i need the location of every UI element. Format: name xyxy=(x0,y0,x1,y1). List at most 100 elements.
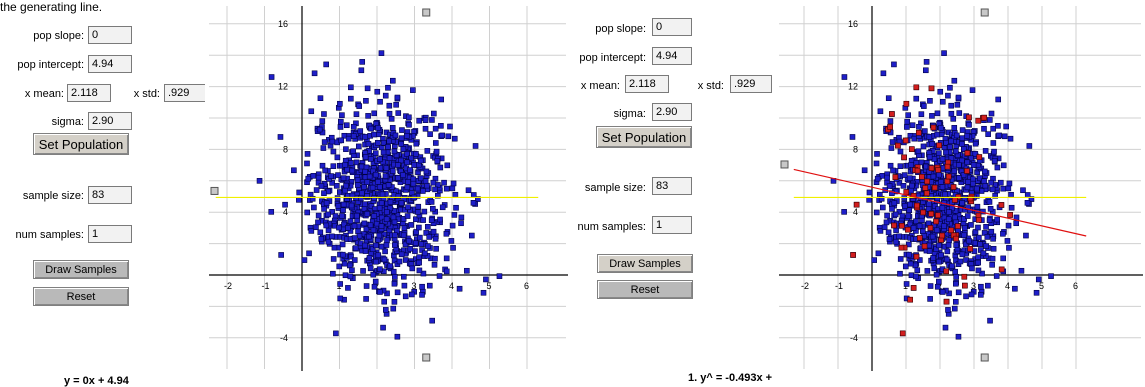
sample-point xyxy=(899,222,905,229)
population-point xyxy=(849,134,856,140)
num-samples-input[interactable] xyxy=(88,225,132,243)
population-point xyxy=(409,291,415,298)
x-std-input[interactable] xyxy=(164,84,206,102)
population-point xyxy=(886,236,893,242)
draw-samples-button[interactable]: Draw Samples xyxy=(33,260,129,279)
population-point xyxy=(358,195,364,202)
population-point xyxy=(334,195,341,201)
sigma-label: sigma: xyxy=(51,116,84,128)
population-point xyxy=(966,237,972,244)
bottom-drag-handle xyxy=(422,353,431,362)
pop-intercept-input[interactable] xyxy=(652,47,692,65)
sigma-input[interactable] xyxy=(88,112,132,130)
population-point xyxy=(969,265,975,272)
population-point xyxy=(381,256,388,263)
population-point xyxy=(341,260,348,267)
population-point xyxy=(986,117,993,123)
population-point xyxy=(959,141,965,147)
population-point xyxy=(383,242,390,248)
population-point xyxy=(964,159,971,166)
population-point xyxy=(368,125,374,132)
population-point xyxy=(992,192,998,199)
y-tick-label: -4 xyxy=(280,333,288,343)
population-point xyxy=(382,92,389,99)
population-point xyxy=(431,261,438,268)
num-samples-input[interactable] xyxy=(652,216,692,234)
num-samples-label: num samples: xyxy=(577,221,646,233)
population-point xyxy=(963,293,969,300)
population-point xyxy=(377,266,383,273)
pop-intercept-input[interactable] xyxy=(88,55,132,73)
population-point xyxy=(362,242,368,249)
population-point xyxy=(453,204,459,211)
population-point xyxy=(902,203,908,209)
sample-size-input[interactable] xyxy=(652,177,692,195)
population-point xyxy=(443,268,450,275)
population-point xyxy=(433,148,440,155)
population-point xyxy=(938,125,944,131)
y-tick-label: 12 xyxy=(278,82,288,92)
population-point xyxy=(345,285,351,291)
set-population-button[interactable]: Set Population xyxy=(33,133,129,155)
sigma-input[interactable] xyxy=(652,103,692,121)
population-point xyxy=(366,255,373,261)
set-population-button[interactable]: Set Population xyxy=(596,126,692,148)
population-point xyxy=(416,117,422,124)
population-point xyxy=(400,232,407,239)
sample-point xyxy=(998,202,1005,208)
population-point xyxy=(337,281,343,287)
population-point xyxy=(450,180,457,187)
population-point xyxy=(979,270,985,277)
population-point xyxy=(913,95,920,102)
population-point xyxy=(378,50,385,56)
reset-button[interactable]: Reset xyxy=(597,280,693,299)
population-point xyxy=(927,98,933,104)
population-point xyxy=(439,132,446,139)
population-point xyxy=(362,134,369,140)
population-point xyxy=(378,223,385,229)
population-point xyxy=(983,224,989,230)
population-point xyxy=(406,237,412,244)
population-point xyxy=(268,209,275,215)
x-std-input[interactable] xyxy=(730,75,772,93)
population-point xyxy=(891,61,897,68)
reset-button[interactable]: Reset xyxy=(33,287,129,306)
pop-slope-input[interactable] xyxy=(88,26,132,44)
population-point xyxy=(448,238,455,244)
x-mean-input[interactable] xyxy=(67,84,111,102)
top-drag-handle xyxy=(980,8,989,17)
population-point xyxy=(398,135,405,141)
population-point xyxy=(364,85,371,92)
population-point xyxy=(339,112,345,118)
population-point xyxy=(952,268,958,275)
population-point xyxy=(942,324,949,331)
population-point xyxy=(972,240,978,246)
draw-samples-button[interactable]: Draw Samples xyxy=(597,254,693,273)
population-point xyxy=(929,141,936,147)
population-point xyxy=(363,296,369,302)
population-point xyxy=(282,201,288,208)
population-point xyxy=(321,111,327,117)
population-point xyxy=(351,257,358,263)
population-point xyxy=(483,276,489,283)
population-point xyxy=(395,162,401,168)
population-point xyxy=(927,283,934,289)
population-point xyxy=(441,179,447,186)
population-point xyxy=(372,171,379,178)
pop-slope-input[interactable] xyxy=(652,18,692,36)
population-point xyxy=(437,216,443,223)
population-point xyxy=(371,213,378,219)
population-point xyxy=(934,131,941,138)
population-point xyxy=(878,195,885,202)
sample-point xyxy=(899,330,906,337)
population-point xyxy=(329,233,335,240)
sample-size-input[interactable] xyxy=(88,186,132,204)
population-point xyxy=(343,122,350,129)
population-point xyxy=(342,161,349,168)
population-point xyxy=(367,265,374,272)
population-point xyxy=(897,270,903,277)
population-point xyxy=(329,180,335,186)
population-point xyxy=(380,324,386,331)
x-mean-input[interactable] xyxy=(625,75,669,93)
population-point xyxy=(381,298,388,305)
